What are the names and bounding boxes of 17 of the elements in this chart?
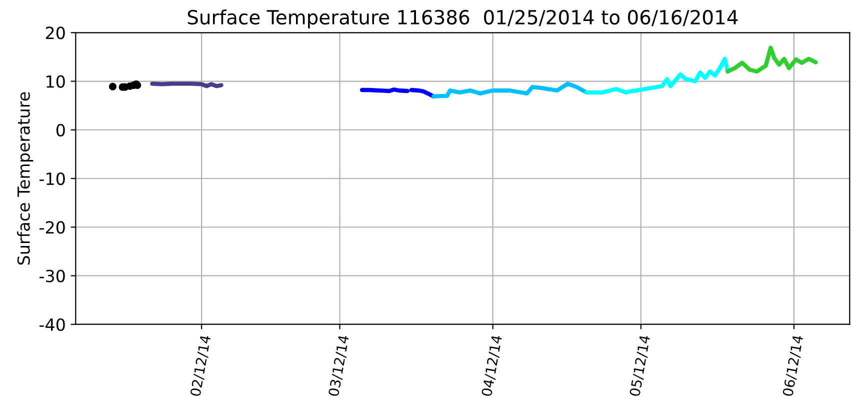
x-tick-label: 05/12/14 bbox=[629, 334, 652, 397]
line-series bbox=[431, 82, 589, 98]
y-tick-label: -10 bbox=[40, 172, 65, 186]
y-tick-label: 20 bbox=[46, 26, 65, 40]
line-series bbox=[726, 46, 818, 74]
y-axis-title: Surface Temperature bbox=[17, 92, 34, 265]
y-tick-label: -20 bbox=[40, 221, 65, 234]
x-tick-label: 02/12/14 bbox=[190, 334, 212, 397]
y-tick-label: -40 bbox=[40, 318, 65, 331]
x-tick-label: 03/12/14 bbox=[328, 334, 350, 397]
x-tick-label: 06/12/14 bbox=[782, 334, 804, 397]
y-tick-label: 0 bbox=[56, 124, 65, 136]
x-tick-label: 04/12/14 bbox=[481, 334, 504, 397]
line-series bbox=[584, 56, 730, 95]
y-tick-label: -30 bbox=[40, 270, 65, 282]
y-tick-label: 10 bbox=[46, 75, 65, 88]
chart-title: Surface Temperature 116386 01/25/2014 to 06/16/2014 bbox=[188, 10, 738, 28]
